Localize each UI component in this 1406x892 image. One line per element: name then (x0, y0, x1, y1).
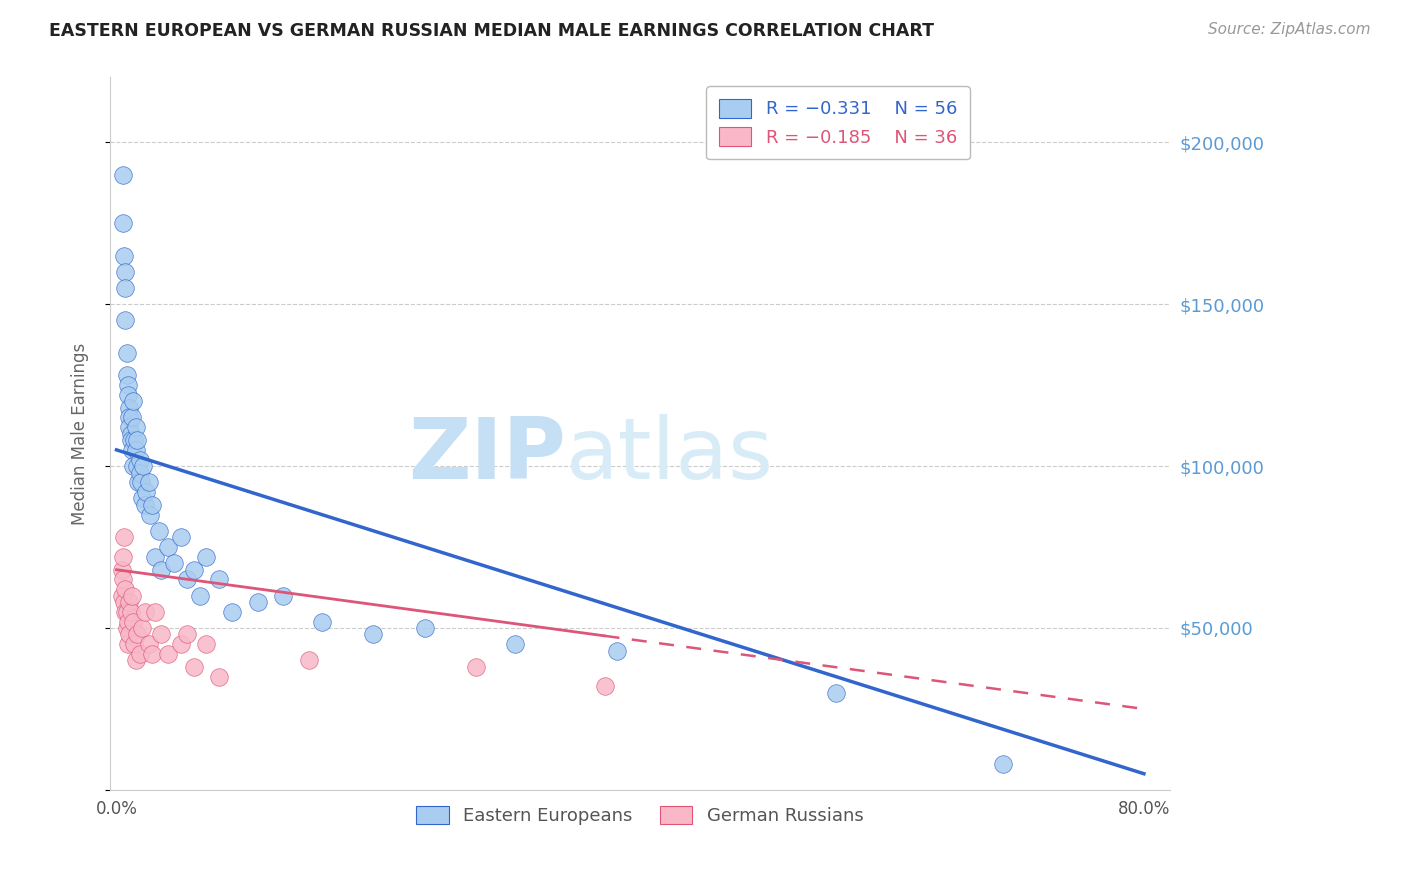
Point (131, 491, 153, 506)
Point (134, 498, 156, 512)
Point (125, 442, 148, 457)
Point (118, 595, 141, 609)
Point (122, 615, 145, 629)
Legend: Eastern Europeans, German Russians: Eastern Europeans, German Russians (408, 797, 872, 834)
Point (127, 475, 149, 490)
Point (111, 168, 134, 182)
Point (129, 475, 152, 490)
Point (593, 679, 616, 693)
Point (503, 637, 526, 651)
Point (125, 627, 148, 641)
Point (121, 589, 143, 603)
Point (143, 549, 166, 564)
Point (139, 508, 162, 522)
Point (183, 660, 205, 674)
Point (208, 573, 231, 587)
Point (138, 475, 160, 490)
Point (117, 637, 139, 651)
Point (120, 426, 142, 441)
Point (115, 368, 138, 383)
Point (125, 433, 148, 447)
Point (208, 669, 231, 683)
Point (150, 563, 173, 577)
Point (188, 589, 211, 603)
Point (111, 216, 134, 230)
Text: EASTERN EUROPEAN VS GERMAN RUSSIAN MEDIAN MALE EARNINGS CORRELATION CHART: EASTERN EUROPEAN VS GERMAN RUSSIAN MEDIA… (49, 22, 934, 40)
Point (114, 605, 136, 619)
Point (163, 556, 186, 570)
Point (111, 573, 134, 587)
Point (118, 401, 141, 415)
Point (298, 653, 321, 667)
Point (183, 563, 205, 577)
Point (195, 549, 218, 564)
Point (135, 485, 157, 500)
Point (991, 757, 1014, 772)
Point (118, 410, 141, 425)
Point (156, 647, 179, 661)
Point (121, 410, 143, 425)
Point (273, 589, 295, 603)
Point (112, 595, 135, 609)
Point (114, 313, 136, 327)
Point (125, 420, 148, 434)
Point (121, 442, 143, 457)
Point (176, 627, 198, 641)
Point (114, 265, 136, 279)
Point (221, 605, 243, 619)
Point (115, 621, 138, 635)
Point (143, 605, 166, 619)
Point (156, 540, 179, 554)
Point (124, 637, 146, 651)
Point (150, 627, 173, 641)
Point (125, 653, 148, 667)
Point (112, 530, 135, 544)
Point (131, 621, 153, 635)
Text: ZIP: ZIP (408, 414, 565, 497)
Point (132, 458, 155, 473)
Point (141, 647, 163, 661)
Point (122, 394, 145, 409)
Point (134, 605, 156, 619)
Point (111, 589, 134, 603)
Point (118, 627, 141, 641)
Point (120, 605, 142, 619)
Point (311, 615, 333, 629)
Point (125, 458, 148, 473)
Point (138, 637, 160, 651)
Point (465, 660, 488, 674)
Point (128, 647, 150, 661)
Text: atlas: atlas (565, 414, 773, 497)
Point (111, 563, 134, 577)
Point (413, 621, 436, 635)
Point (128, 452, 150, 467)
Point (195, 637, 218, 651)
Point (111, 549, 134, 564)
Point (363, 627, 385, 641)
Text: Source: ZipAtlas.com: Source: ZipAtlas.com (1208, 22, 1371, 37)
Point (148, 524, 170, 538)
Point (120, 433, 142, 447)
Point (118, 420, 141, 434)
Point (170, 530, 193, 544)
Point (176, 573, 198, 587)
Point (117, 378, 139, 392)
Point (117, 388, 139, 402)
Point (606, 643, 628, 657)
Point (122, 458, 145, 473)
Point (117, 615, 139, 629)
Point (170, 637, 193, 651)
Point (114, 582, 136, 596)
Y-axis label: Median Male Earnings: Median Male Earnings (72, 343, 89, 524)
Point (124, 433, 146, 447)
Point (112, 249, 135, 263)
Point (114, 281, 136, 295)
Point (115, 345, 138, 359)
Point (141, 498, 163, 512)
Point (246, 595, 269, 609)
Point (128, 466, 150, 480)
Point (824, 686, 846, 700)
Point (115, 605, 138, 619)
